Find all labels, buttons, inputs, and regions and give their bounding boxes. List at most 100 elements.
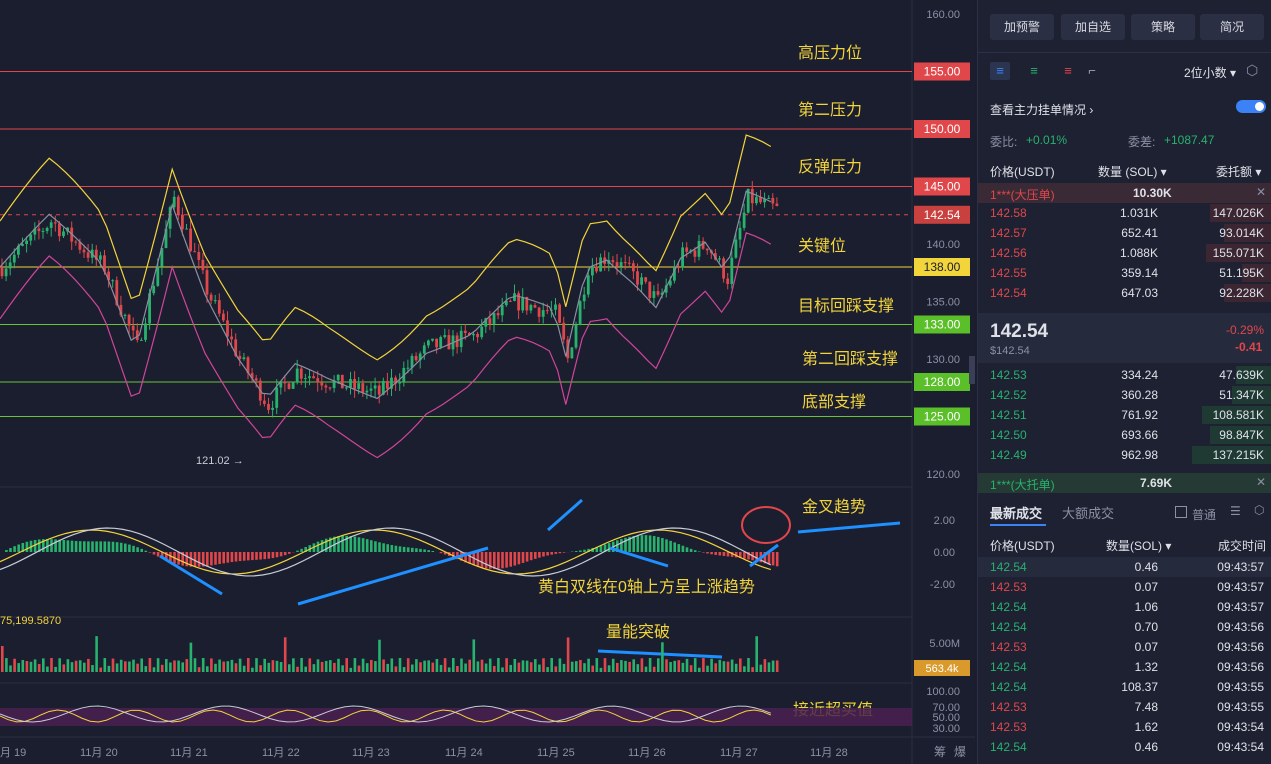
- order-qty: 334.24: [1121, 368, 1158, 382]
- candle-body: [25, 240, 28, 245]
- col-qty[interactable]: 数量 (SOL) ▾: [1098, 165, 1167, 179]
- book-compact-icon[interactable]: ⌐: [1088, 63, 1096, 78]
- macd-bar: [230, 552, 234, 563]
- precision-select[interactable]: 2位小数 ▾: [1184, 66, 1237, 80]
- order-row[interactable]: 142.49 962.98 137.215K: [978, 445, 1271, 465]
- volume-bar: [95, 636, 98, 672]
- volume-bar: [652, 666, 656, 672]
- close-icon[interactable]: ✕: [1256, 475, 1267, 489]
- volume-bar: [206, 666, 209, 672]
- tab-large-trades[interactable]: 大额成交: [1062, 506, 1115, 521]
- trade-col-qty[interactable]: 数量(SOL) ▾: [1106, 539, 1172, 553]
- candle-body: [365, 390, 369, 393]
- add-alert-button[interactable]: 加预警: [990, 14, 1054, 40]
- candle-body: [238, 355, 242, 360]
- depth-bar: [1206, 244, 1271, 262]
- big-bid-row[interactable]: 1***(大托单) 7.69K ✕: [978, 473, 1271, 493]
- order-qty: 693.66: [1121, 428, 1158, 442]
- order-row[interactable]: 142.52 360.28 51.347K: [978, 385, 1271, 405]
- macd-bar: [525, 552, 529, 562]
- order-price: 142.55: [990, 266, 1027, 280]
- book-both-icon[interactable]: ≡: [990, 62, 1010, 80]
- order-row[interactable]: 142.56 1.088K 155.071K: [978, 243, 1271, 263]
- volume-bar: [54, 666, 57, 672]
- macd-bar: [640, 535, 644, 552]
- volume-bar: [599, 667, 603, 672]
- last-usd: $142.54: [990, 345, 1030, 357]
- big-ask-row[interactable]: 1***(大压单) 10.30K ✕: [978, 183, 1271, 203]
- settings-icon[interactable]: ⬡: [1254, 503, 1265, 517]
- date-label: 11月 27: [720, 747, 758, 759]
- big-ask-label: 1***(大压单): [990, 188, 1055, 202]
- volume-bar: [312, 664, 316, 672]
- macd-axis-label: 2.00: [934, 515, 955, 527]
- candle-body: [742, 212, 746, 228]
- volume-bar: [443, 658, 447, 672]
- order-row[interactable]: 142.54 647.03 92.228K: [978, 283, 1271, 303]
- candle-body: [275, 387, 279, 408]
- book-bids-icon[interactable]: ≡: [1030, 63, 1038, 78]
- macd-bar: [263, 552, 266, 560]
- chart-canvas[interactable]: 高压力位第二压力反弹压力关键位目标回踩支撑第二回踩支撑底部支撑金叉趋势黄白双线在…: [0, 0, 975, 764]
- normal-checkbox[interactable]: [1175, 506, 1187, 518]
- macd-bar: [411, 547, 414, 552]
- macd-bar: [739, 552, 742, 558]
- candlestick-chart[interactable]: 高压力位 第二压力 反弹压力 关键位 目标回踩支撑 第二回踩支撑 底部支撑 金叉趋势 黄白双线在…: [0, 0, 975, 764]
- candle-body: [234, 339, 238, 356]
- settings-icon[interactable]: ⬡: [1246, 62, 1259, 78]
- diff-label: 委差:: [1128, 135, 1156, 149]
- trade-qty: 1.62: [1134, 720, 1158, 734]
- strategy-button[interactable]: 策略: [1131, 14, 1195, 40]
- macd-bar: [513, 552, 517, 566]
- candle-body: [299, 368, 303, 379]
- order-row[interactable]: 142.58 1.031K 147.026K: [978, 203, 1271, 223]
- macd-bar: [480, 552, 484, 568]
- macd-bar: [132, 545, 135, 552]
- book-asks-icon[interactable]: ≡: [1064, 63, 1072, 78]
- add-watchlist-button[interactable]: 加自选: [1061, 14, 1125, 40]
- order-price: 142.53: [990, 368, 1027, 382]
- order-price: 142.57: [990, 226, 1027, 240]
- volume-bar: [337, 658, 340, 672]
- candle-body: [730, 257, 734, 285]
- main-orders-toggle[interactable]: [1236, 100, 1266, 113]
- macd-bar: [558, 552, 562, 554]
- volume-bar: [9, 665, 12, 672]
- main-orders-link[interactable]: 查看主力挂单情况 ›: [990, 103, 1094, 117]
- overview-button[interactable]: 简况: [1200, 14, 1264, 40]
- candle-body: [8, 262, 12, 269]
- trade-price: 142.54: [990, 600, 1027, 614]
- col-total[interactable]: 委托额 ▾: [1216, 165, 1262, 179]
- close-icon[interactable]: ✕: [1256, 185, 1267, 199]
- order-total: 147.026K: [1212, 206, 1264, 220]
- big-bid-value: 7.69K: [1140, 476, 1173, 490]
- candle-body: [99, 255, 102, 260]
- volume-bar: [755, 636, 758, 672]
- order-row[interactable]: 142.55 359.14 51.195K: [978, 263, 1271, 283]
- macd-bar: [595, 546, 599, 552]
- candle-body: [525, 296, 529, 311]
- tab-latest-trades[interactable]: 最新成交: [990, 506, 1043, 521]
- volume-bar: [632, 659, 635, 672]
- volume-bar: [218, 659, 221, 672]
- macd-bar: [722, 552, 726, 556]
- order-row[interactable]: 142.51 761.92 108.581K: [978, 405, 1271, 425]
- macd-bar: [431, 550, 435, 552]
- volume-bar: [550, 658, 553, 672]
- filter-icon[interactable]: ☰: [1230, 504, 1241, 518]
- trade-row: 142.54 0.70 09:43:56: [978, 617, 1271, 637]
- candle-body: [21, 244, 24, 246]
- order-row[interactable]: 142.57 652.41 93.014K: [978, 223, 1271, 243]
- macd-bar: [665, 539, 668, 552]
- order-row[interactable]: 142.50 693.66 98.847K: [978, 425, 1271, 445]
- macd-bar: [251, 552, 254, 561]
- macd-bar: [242, 552, 246, 561]
- macd-bar: [66, 540, 70, 552]
- candle-body: [447, 335, 451, 350]
- volume-bar: [411, 664, 414, 672]
- trend-arrow: [609, 546, 669, 568]
- depth-bar: [1202, 406, 1271, 424]
- order-row[interactable]: 142.53 334.24 47.639K: [978, 365, 1271, 385]
- candle-body: [131, 325, 135, 331]
- lower-band: [0, 232, 772, 459]
